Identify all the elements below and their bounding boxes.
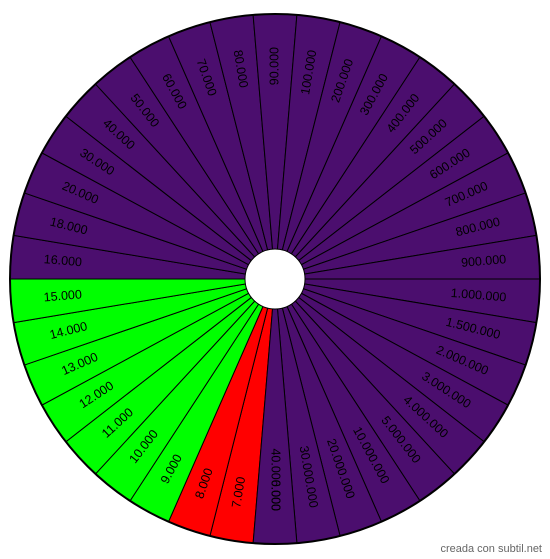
dial-segment-label: 40.000.000 <box>269 448 283 511</box>
attribution-text: creada con subtil.net <box>440 543 542 555</box>
radial-dial-chart: 6.0007.0008.0009.00010.00011.00012.00013… <box>0 0 550 559</box>
chart-container: 6.0007.0008.0009.00010.00011.00012.00013… <box>0 0 550 559</box>
dial-segment-label: 90.000 <box>267 47 281 85</box>
dial-centre-hole <box>245 249 305 309</box>
